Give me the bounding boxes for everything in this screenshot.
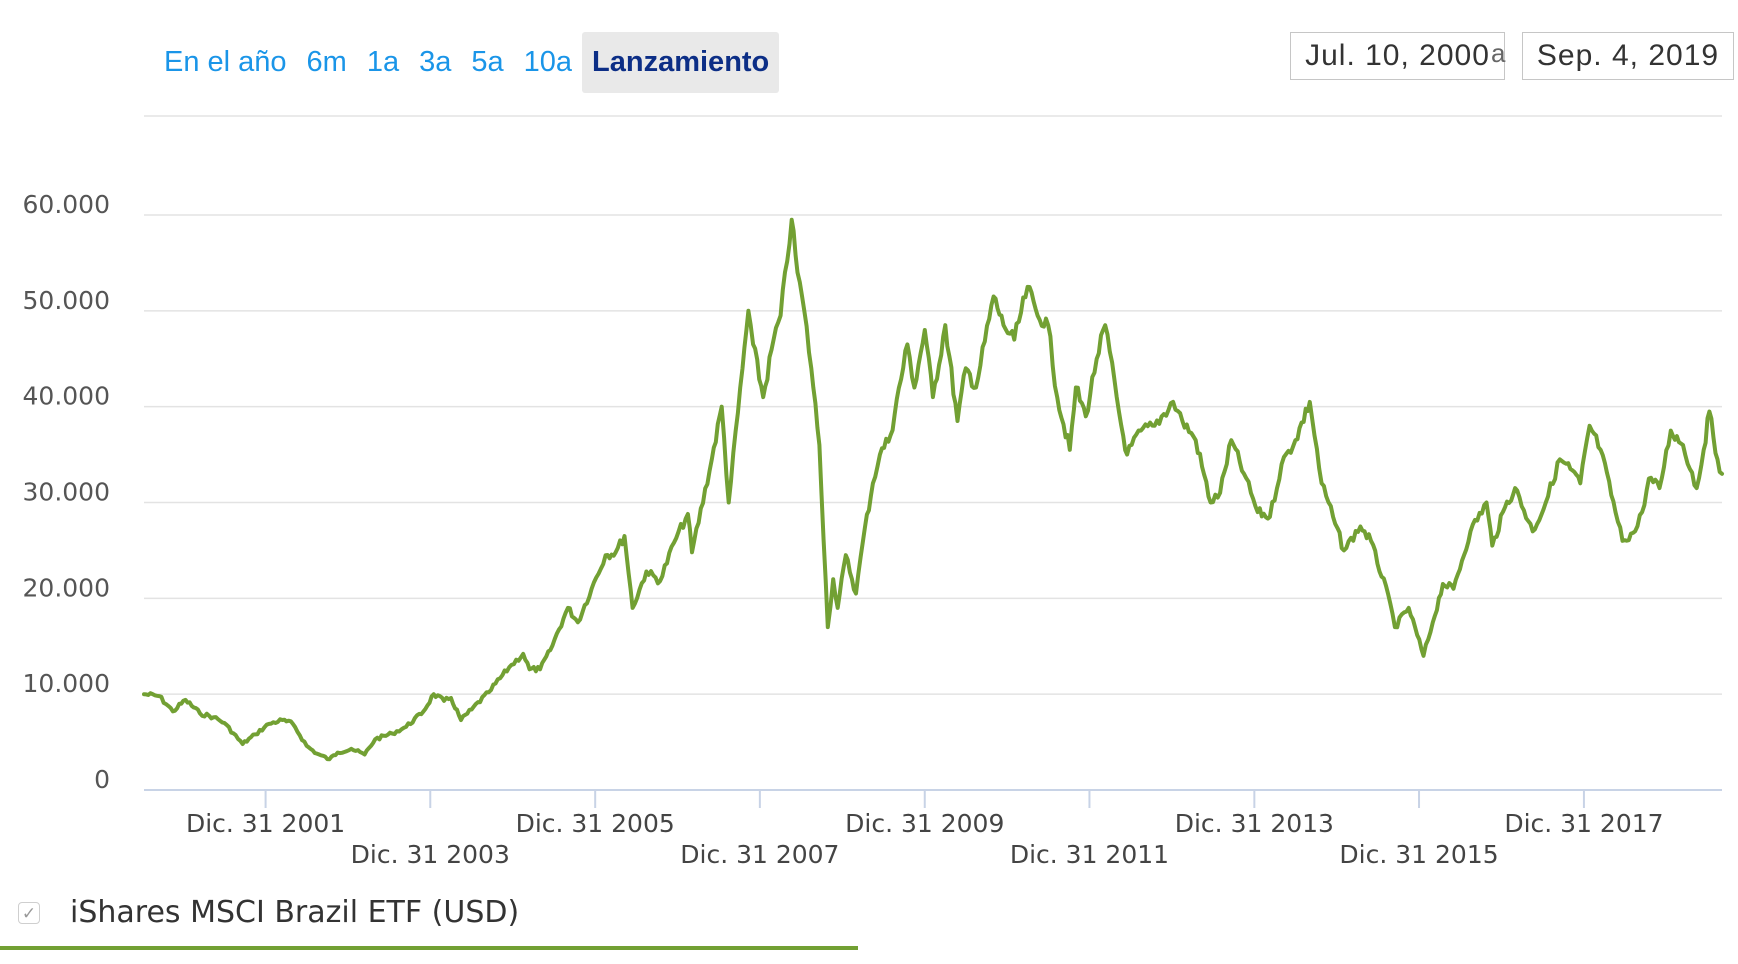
range-button[interactable]: En el año	[164, 46, 287, 78]
legend-label[interactable]: iShares MSCI Brazil ETF (USD)	[70, 895, 520, 930]
range-button[interactable]: 1a	[366, 46, 400, 78]
y-tick-label: 0	[94, 765, 110, 794]
grid-lines	[144, 115, 1722, 695]
x-axis	[144, 789, 1722, 808]
x-tick-label: Dic. 31 2015	[1339, 840, 1498, 869]
range-button[interactable]: 6m	[306, 46, 347, 78]
x-tick-label: Dic. 31 2009	[845, 809, 1004, 838]
x-tick-label: Dic. 31 2003	[351, 840, 510, 869]
date-to-input[interactable]: Sep. 4, 2019	[1522, 32, 1734, 80]
series-line[interactable]	[142, 217, 1724, 762]
series-layer	[142, 217, 1724, 762]
range-button[interactable]: 5a	[471, 46, 504, 78]
legend-checkbox[interactable]: ✓	[18, 901, 40, 924]
y-tick-label: 10.000	[23, 669, 110, 698]
x-tick-label: Dic. 31 2005	[516, 809, 675, 838]
x-tick-label: Dic. 31 2017	[1504, 809, 1663, 838]
range-button[interactable]: 10a	[523, 46, 573, 78]
range-button[interactable]: 3a	[419, 46, 452, 78]
x-tick-label: Dic. 31 2011	[1010, 840, 1169, 869]
date-range-separator: a	[1491, 38, 1506, 68]
date-from-input[interactable]: Jul. 10, 2000	[1290, 32, 1505, 80]
range-selector: En el año 6m 1a 3a 5a 10a Lanzamiento	[154, 32, 780, 93]
line-chart: 0 10.000 20.000 30.000 40.000 50.000 60.000 Di…	[23, 115, 1724, 869]
y-tick-label: 50.000	[23, 286, 110, 315]
y-tick-label: 20.000	[23, 573, 110, 602]
legend-underline	[0, 946, 858, 950]
x-tick-label: Dic. 31 2001	[186, 809, 345, 838]
y-tick-label: 30.000	[23, 478, 110, 507]
y-tick-label: 60.000	[23, 190, 110, 219]
y-tick-label: 40.000	[23, 382, 110, 411]
legend-item[interactable]: ✓ iShares MSCI Brazil ETF (USD)	[18, 895, 519, 930]
x-tick-label: Dic. 31 2007	[680, 840, 839, 869]
y-axis-labels: 0 10.000 20.000 30.000 40.000 50.000 60.000	[23, 190, 110, 794]
x-tick-label: Dic. 31 2013	[1175, 809, 1334, 838]
range-button[interactable]: Lanzamiento	[582, 32, 780, 93]
